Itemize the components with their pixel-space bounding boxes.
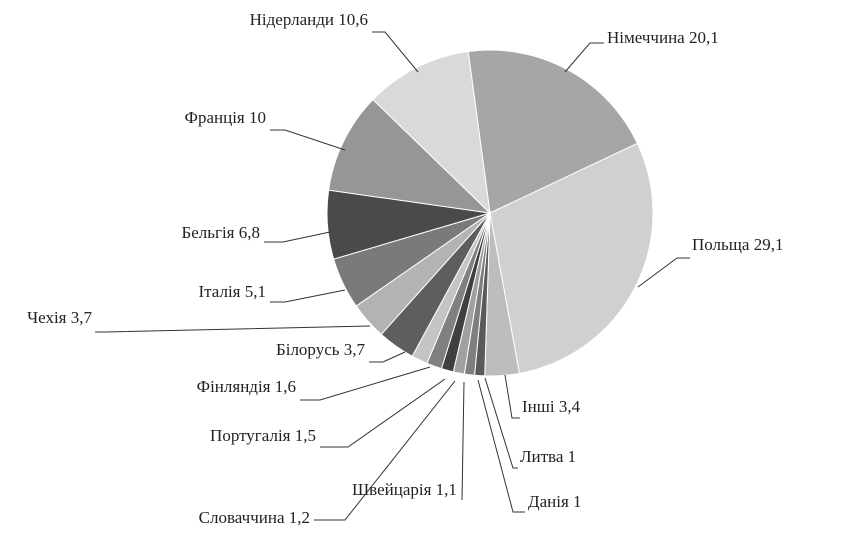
value-label: 10 xyxy=(245,108,266,127)
category-name: Інші xyxy=(522,397,555,416)
slice-label: Словаччина 1,2 xyxy=(199,508,310,527)
value-label: 20,1 xyxy=(685,28,719,47)
slice-label: Швейцарія 1,1 xyxy=(352,480,457,499)
value-label: 3,4 xyxy=(555,397,581,416)
category-name: Франція xyxy=(185,108,245,127)
category-name: Фінляндія xyxy=(197,377,271,396)
category-name: Данія xyxy=(528,492,569,511)
value-label: 3,7 xyxy=(67,308,93,327)
leader-line xyxy=(264,231,331,243)
slice-label: Німеччина 20,1 xyxy=(607,28,719,47)
category-name: Білорусь xyxy=(276,340,340,359)
category-name: Бельгія xyxy=(181,223,234,242)
value-label: 3,7 xyxy=(340,340,366,359)
pie-slice xyxy=(372,50,491,215)
pie-slice xyxy=(489,142,654,374)
value-label: 1,5 xyxy=(291,426,317,445)
value-label: 5,1 xyxy=(241,282,267,301)
value-label: 1 xyxy=(569,492,582,511)
slice-label: Литва 1 xyxy=(520,447,576,466)
pie-slice xyxy=(467,49,639,214)
value-label: 1 xyxy=(563,447,576,466)
slice-label: Інші 3,4 xyxy=(522,397,581,416)
slice-label: Польща 29,1 xyxy=(692,235,783,254)
category-name: Польща xyxy=(692,235,750,254)
leader-line xyxy=(564,42,604,73)
leader-line xyxy=(637,257,690,288)
slice-label: Данія 1 xyxy=(528,492,582,511)
value-label: 10,6 xyxy=(334,10,368,29)
leader-line xyxy=(300,366,431,401)
leader-line xyxy=(369,351,406,363)
category-name: Чехія xyxy=(27,308,67,327)
category-name: Португалія xyxy=(210,426,291,445)
leader-line xyxy=(484,377,518,469)
leader-line xyxy=(504,374,520,419)
category-name: Швейцарія xyxy=(352,480,432,499)
category-name: Італія xyxy=(198,282,240,301)
leader-line xyxy=(477,379,525,513)
category-name: Німеччина xyxy=(607,28,685,47)
slice-label: Фінляндія 1,6 xyxy=(197,377,296,396)
category-name: Литва xyxy=(520,447,564,466)
value-label: 1,2 xyxy=(285,508,311,527)
value-label: 1,1 xyxy=(431,480,457,499)
value-label: 1,6 xyxy=(271,377,297,396)
slice-label: Бельгія 6,8 xyxy=(181,223,260,242)
slice-label: Нідерланди 10,6 xyxy=(250,10,368,29)
leader-line xyxy=(270,129,346,151)
value-label: 6,8 xyxy=(235,223,261,242)
slice-label: Білорусь 3,7 xyxy=(276,340,366,359)
pie-slice xyxy=(328,98,492,214)
value-label: 29,1 xyxy=(749,235,783,254)
leader-line xyxy=(372,31,419,73)
leader-line xyxy=(270,289,346,303)
slice-label: Італія 5,1 xyxy=(198,282,266,301)
leader-line xyxy=(320,378,446,448)
category-name: Нідерланди xyxy=(250,10,334,29)
slice-label: Чехія 3,7 xyxy=(27,308,92,327)
leader-line xyxy=(95,325,371,333)
slice-label: Португалія 1,5 xyxy=(210,426,316,445)
category-name: Словаччина xyxy=(199,508,285,527)
slice-label: Франція 10 xyxy=(185,108,266,127)
leader-line xyxy=(314,380,456,521)
leader-line xyxy=(461,381,465,501)
